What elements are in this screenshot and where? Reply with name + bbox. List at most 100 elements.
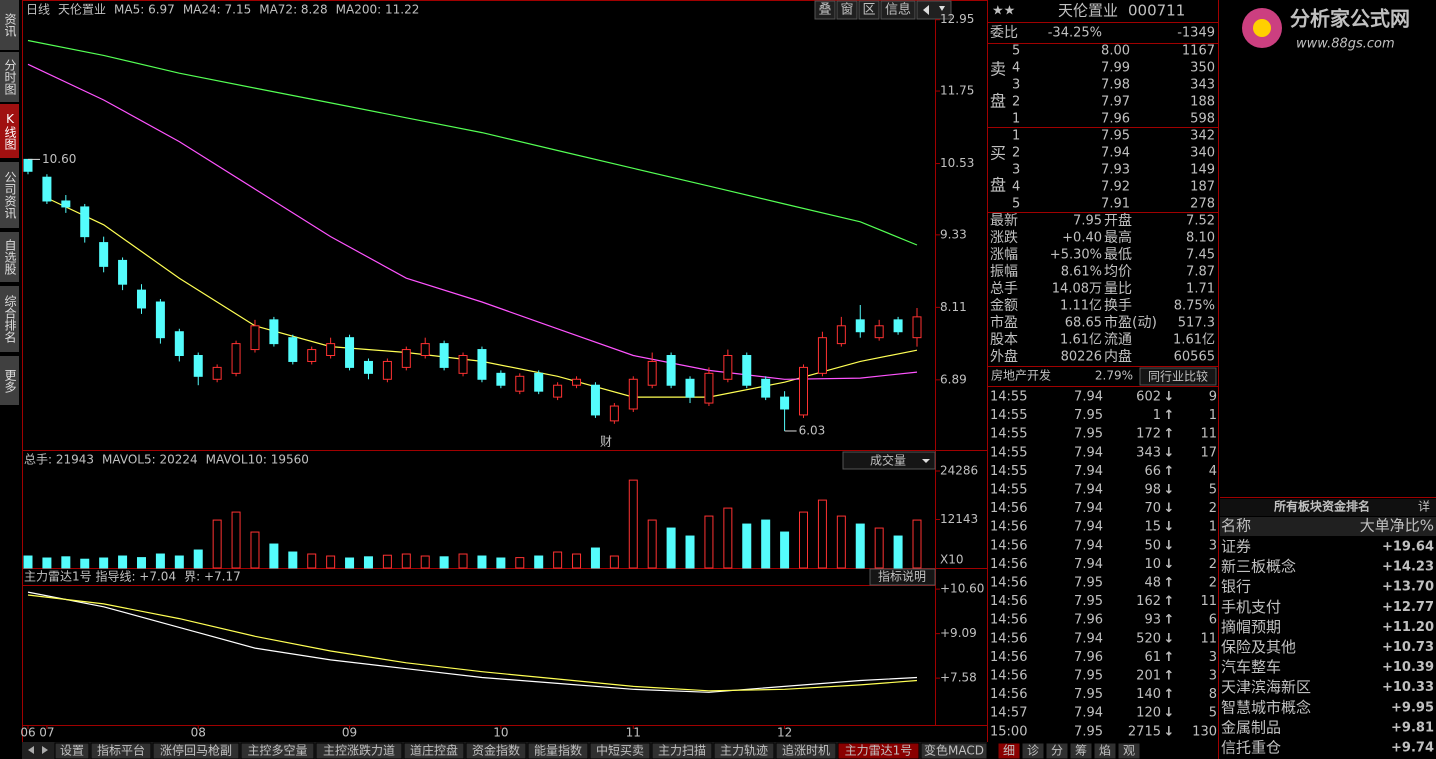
sidebar-tab[interactable]: 公司资讯: [0, 162, 19, 229]
candle-body: [420, 343, 430, 357]
legend-item: MAVOL5: 20224: [102, 453, 198, 467]
stat-label: 最低: [1104, 247, 1132, 263]
stat-label: 流通: [1104, 332, 1132, 348]
tick-count: 4: [1209, 464, 1217, 479]
bottom-tab-label: 涨停回马枪副: [160, 743, 232, 758]
x-tick-label: 07: [39, 726, 54, 740]
bottom-tab[interactable]: [54, 742, 90, 759]
bottom-tab[interactable]: [837, 742, 920, 759]
tick-count: 11: [1200, 631, 1217, 646]
volume-bar: [534, 555, 544, 569]
ranking-value: +10.73: [1382, 640, 1434, 655]
x-tick-label: 08: [191, 726, 206, 740]
bottom-tab[interactable]: [589, 742, 651, 759]
ranking-value: +14.23: [1382, 560, 1434, 575]
toolbar-button[interactable]: [880, 0, 916, 20]
ranking-header: 名称: [1221, 517, 1251, 535]
book-level: 5: [1012, 44, 1020, 59]
volume-bar: [742, 523, 752, 569]
bottom-tab-label: 指标平台: [97, 743, 145, 758]
book-price: 7.92: [1101, 180, 1130, 195]
period-label: 日线: [26, 3, 50, 17]
bottom-tab[interactable]: [713, 742, 775, 759]
stars: ★★: [992, 4, 1015, 19]
volume-bar: [363, 556, 373, 569]
tick-count: 2: [1209, 501, 1217, 516]
compare-button[interactable]: [1139, 367, 1217, 386]
sidebar-tab[interactable]: 资讯: [0, 0, 19, 51]
bottom-tab-label: 资金指数: [472, 743, 520, 758]
sidebar-tab[interactable]: 自选股: [0, 232, 19, 283]
tick-volume: 70: [1144, 501, 1161, 516]
selector[interactable]: [842, 451, 936, 470]
tick-arrow: ↓: [1164, 520, 1175, 535]
volume-bar: [250, 531, 260, 569]
stat-label: 换手: [1104, 297, 1132, 314]
legend-item: MA24: 7.15: [183, 3, 251, 17]
panel-tab[interactable]: [997, 742, 1021, 759]
sidebar-tab[interactable]: K线图: [0, 104, 19, 159]
selector-arrow: [922, 459, 930, 463]
indicator-button-label: 指标说明: [878, 569, 926, 584]
panel-tab[interactable]: [1045, 742, 1069, 759]
book-level: 2: [1012, 95, 1020, 110]
logo-icon-core: [1253, 19, 1271, 37]
bottom-tab[interactable]: [920, 742, 988, 759]
bottom-tab[interactable]: [651, 742, 713, 759]
logo-url: www.88gs.com: [1296, 37, 1395, 52]
bottom-tab[interactable]: [465, 742, 527, 759]
x-tick-label: 10: [493, 726, 508, 740]
tab-scroll: [28, 746, 48, 754]
ranking-value: +10.39: [1382, 660, 1434, 675]
tick-time: 14:56: [990, 669, 1027, 684]
panel-tab-label: 诊: [1027, 744, 1039, 758]
candle-body: [231, 343, 241, 374]
tick-time: 14:55: [990, 483, 1027, 498]
panel-tab-label: 筹: [1075, 744, 1087, 758]
book-volume: 149: [1190, 163, 1215, 178]
volume-bar: [553, 551, 563, 569]
toolbar-button[interactable]: [858, 0, 880, 20]
tick-arrow: ↓: [1164, 390, 1175, 405]
bottom-tab[interactable]: [152, 742, 240, 759]
candle-body: [647, 360, 657, 386]
stat-label: 均价: [1104, 264, 1132, 280]
tick-time: 14:55: [990, 408, 1027, 423]
ranking-name: 保险及其他: [1221, 638, 1296, 656]
sidebar-tab[interactable]: 更多: [0, 356, 19, 406]
candle-body: [23, 158, 33, 172]
ranking-value: +13.70: [1382, 580, 1434, 595]
panel-tab[interactable]: [1117, 742, 1141, 759]
bottom-tab[interactable]: [315, 742, 403, 759]
bottom-tab[interactable]: [527, 742, 589, 759]
tick-time: 14:56: [990, 631, 1027, 646]
panel-tab[interactable]: [1069, 742, 1093, 759]
tick-arrow: ↑: [1164, 613, 1175, 628]
tick-time: 14:56: [990, 613, 1027, 628]
legend-item: MAVOL10: 19560: [206, 453, 309, 467]
bottom-tab[interactable]: [775, 742, 837, 759]
stock-name: 天伦置业: [1058, 2, 1118, 20]
bottom-tab[interactable]: [240, 742, 315, 759]
stat-label: 涨跌: [990, 230, 1018, 246]
toolbar-button[interactable]: [836, 0, 858, 20]
panel-tab[interactable]: [1021, 742, 1045, 759]
candle-body: [136, 289, 146, 309]
tick-price: 7.95: [1074, 408, 1103, 423]
volume-bar: [269, 543, 279, 569]
sidebar-tab[interactable]: 分时图: [0, 52, 19, 103]
candle-body: [666, 355, 676, 386]
sidebar-tab[interactable]: 综合排名: [0, 286, 19, 353]
bottom-tab[interactable]: [403, 742, 465, 759]
bottom-tab[interactable]: [90, 742, 152, 759]
toolbar-label: 信息: [885, 2, 911, 18]
ratio-label: 委比: [990, 25, 1018, 41]
panel-tab[interactable]: [1093, 742, 1117, 759]
toolbar-button[interactable]: [916, 0, 952, 20]
indicator-button[interactable]: [869, 568, 936, 586]
ratio-diff: -1349: [1177, 26, 1215, 41]
selector-label: 成交量: [870, 453, 906, 468]
volume-bar: [326, 555, 336, 569]
toolbar-button[interactable]: [814, 0, 836, 20]
ranking-value: +9.81: [1391, 720, 1434, 735]
